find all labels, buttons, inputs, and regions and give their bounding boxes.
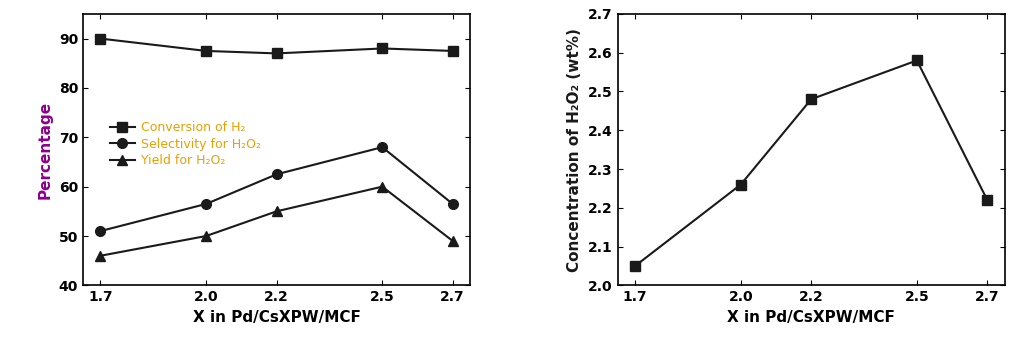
Y-axis label: Concentration of H₂O₂ (wt%): Concentration of H₂O₂ (wt%) — [568, 28, 582, 271]
Legend: Conversion of H₂, Selectivity for H₂O₂, Yield for H₂O₂: Conversion of H₂, Selectivity for H₂O₂, … — [105, 116, 266, 173]
X-axis label: X in Pd/CsXPW/MCF: X in Pd/CsXPW/MCF — [727, 310, 895, 325]
Y-axis label: Percentage: Percentage — [38, 101, 53, 199]
X-axis label: X in Pd/CsXPW/MCF: X in Pd/CsXPW/MCF — [193, 310, 361, 325]
